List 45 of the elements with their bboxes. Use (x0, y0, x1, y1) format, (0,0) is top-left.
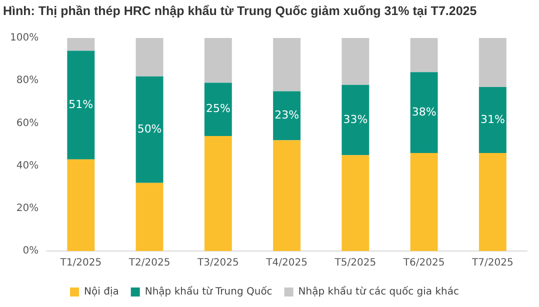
bar (410, 153, 438, 251)
bar (342, 155, 370, 251)
x-tick-label: T5/2025 (334, 258, 376, 269)
y-tick-label: 20% (16, 202, 39, 214)
y-tick-label: 100% (10, 32, 39, 44)
x-tick-label: T4/2025 (265, 258, 308, 269)
x-tick-label: T7/2025 (471, 258, 514, 269)
y-tick-label: 60% (16, 118, 39, 129)
bar (136, 182, 164, 251)
y-tick-label: 80% (16, 75, 39, 86)
bar (478, 153, 506, 251)
bar (67, 38, 95, 51)
data-label: 25% (206, 102, 230, 116)
bar (204, 82, 232, 136)
bar (67, 159, 95, 251)
x-tick-label: T1/2025 (59, 258, 102, 269)
bar (478, 38, 506, 87)
bar (204, 136, 232, 251)
data-label: 33% (343, 112, 368, 126)
bar (342, 38, 370, 85)
bar (342, 84, 370, 156)
x-tick-label: T2/2025 (128, 258, 170, 269)
x-tick-label: T3/2025 (196, 258, 239, 269)
bar (136, 76, 164, 183)
data-label: 51% (68, 98, 94, 111)
data-label: 50% (137, 122, 162, 136)
bar (136, 38, 164, 76)
y-tick-label: 40% (16, 160, 39, 172)
bar (273, 38, 301, 92)
y-tick-label: 0% (22, 246, 39, 257)
bar (204, 38, 232, 83)
data-label: 31% (480, 112, 505, 126)
legend-label: Nội địa (84, 286, 119, 298)
bar (67, 50, 95, 160)
x-tick-label: T6/2025 (402, 258, 445, 269)
legend-label: Nhập khẩu từ Trung Quốc (144, 286, 272, 298)
bar (273, 91, 301, 140)
legend-label: Nhập khẩu từ các quốc gia khác (298, 286, 459, 298)
bar (410, 38, 438, 72)
bar (273, 140, 301, 251)
data-label: 38% (412, 105, 436, 118)
bar (478, 86, 506, 154)
chart-title: Hình: Thị phần thép HRC nhập khẩu từ Trung Quốc giảm xuống 31% tại T7.2025 (2, 3, 478, 20)
data-label: 23% (274, 108, 300, 122)
bar (410, 72, 438, 154)
